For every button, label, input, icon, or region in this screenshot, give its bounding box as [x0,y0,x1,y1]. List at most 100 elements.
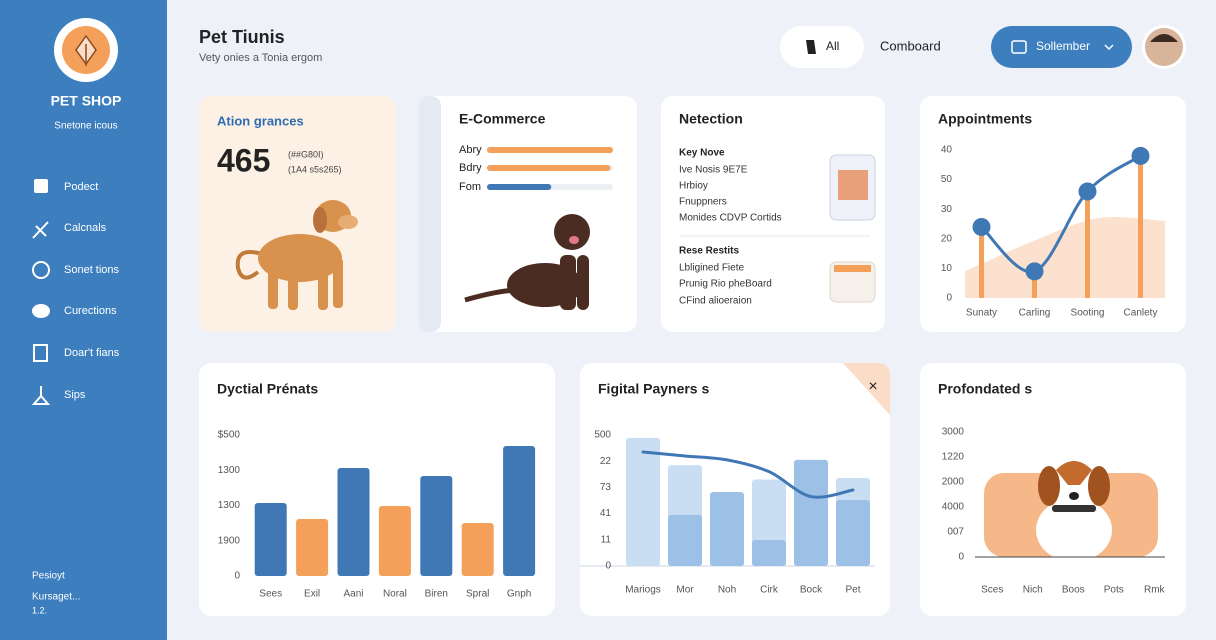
nav-item[interactable]: Podect [64,181,98,193]
x-tick-label: Sunaty [966,308,997,319]
bar [710,492,744,566]
bar [487,165,611,171]
card-stripe [419,96,441,332]
card-title: Appointments [938,111,1032,127]
x-tick-label: Cirk [760,585,779,596]
month-picker[interactable] [991,26,1132,68]
bar-label: Fom [459,181,481,193]
list-item: Hrbioy [679,181,708,192]
bar [296,518,329,576]
header-link[interactable]: Comboard [880,38,941,53]
line [980,154,1142,274]
x-tick-label: Canlety [1124,308,1158,319]
bar [979,226,984,298]
y-tick-label: 0 [946,293,952,304]
puppy-body [1036,498,1112,562]
card-title: Profondated s [938,381,1032,397]
close-button[interactable]: × [868,378,877,395]
dog-leg [288,268,298,310]
x-tick-label: Mariogs [625,585,661,596]
y-tick-label: 73 [600,482,612,493]
point [1078,182,1097,201]
nav-item[interactable]: Curections [64,305,117,317]
bar [668,514,702,566]
bar [794,459,828,566]
nav-icon [32,221,49,239]
bar [1085,191,1090,298]
card [661,96,885,332]
bar [254,503,287,576]
point [1025,262,1044,281]
kpi-note: (##G80I) [288,149,324,159]
x-tick-label: Exil [304,589,320,600]
nav-item[interactable]: Doar't fians [64,347,120,359]
x-tick-label: Sees [259,589,282,600]
dog-tail [235,250,266,280]
bar [503,445,536,576]
dog-head [554,214,590,250]
card-title: Figital Payners s [598,381,709,397]
tagline: Snetone icous [54,121,117,132]
x-tick-label: Nich [1023,585,1043,596]
kpi-value: 465 [217,142,270,178]
puppy-ear [1038,466,1060,506]
nav: Podect Calcnals Sonet tions Curections D… [31,179,120,405]
bar [752,540,786,566]
nav-item[interactable]: Sonet tions [64,264,120,276]
point [1131,146,1150,165]
device-screen [838,170,868,200]
x-tick-label: Carling [1019,308,1051,319]
dog-illustration [235,200,358,310]
section-title: Rese Restits [679,246,739,257]
point [972,217,991,236]
card-title: E-Commerce [459,111,546,127]
nav-item[interactable]: Sips [64,389,86,401]
nav-icon [32,304,50,318]
bar [461,522,494,576]
y-tick-label: 1900 [218,535,241,546]
x-tick-label: Pet [845,585,860,596]
bar [487,184,552,190]
kpi-note: (1A4 s5s265) [288,164,342,174]
y-tick-label: 11 [601,534,612,545]
month-label[interactable]: Sollember [1036,39,1090,53]
footer-line: Kursaget... [32,592,80,603]
bar [420,476,453,576]
y-tick-label: 0 [234,571,240,582]
line [641,450,855,499]
bar [626,437,660,566]
x-tick-label: Bock [800,585,823,596]
y-tick-label: 30 [941,204,953,215]
y-tick-label: 007 [947,527,964,538]
nav-icon [34,179,48,193]
y-tick-label: 50 [941,174,953,185]
x-tick-label: Spral [466,589,489,600]
puppy-collar [1052,505,1096,512]
x-tick-label: Biren [425,589,448,600]
list-item: Fnuppners [679,197,727,208]
avatar [1145,28,1183,66]
filter-pill[interactable] [780,26,864,68]
card-title: Ation grances [217,113,304,128]
y-tick-label: 22 [600,456,612,467]
x-tick-label: Sooting [1071,308,1105,319]
y-tick-label: 0 [605,561,611,572]
bar [1138,155,1143,298]
nav-item[interactable]: Calcnals [64,222,107,234]
page-title: Pet Tiunis [199,27,285,47]
y-tick-label: 41 [600,508,612,519]
area [965,217,1165,298]
x-tick-label: Boos [1062,585,1085,596]
filter-label[interactable]: All [826,39,839,53]
list-item: Lbligined Fiete [679,263,744,274]
x-tick-label: Pots [1104,585,1124,596]
card-title: Netection [679,111,743,127]
card [199,96,396,332]
dog-leg [577,255,589,310]
footer-line: Pesioyt [32,571,65,582]
avatar-hair [1150,34,1178,42]
x-tick-label: Gnph [507,589,531,600]
puppy-illustration [1036,455,1112,562]
y-tick-label: 0 [958,552,964,563]
dog-ear [313,207,327,233]
